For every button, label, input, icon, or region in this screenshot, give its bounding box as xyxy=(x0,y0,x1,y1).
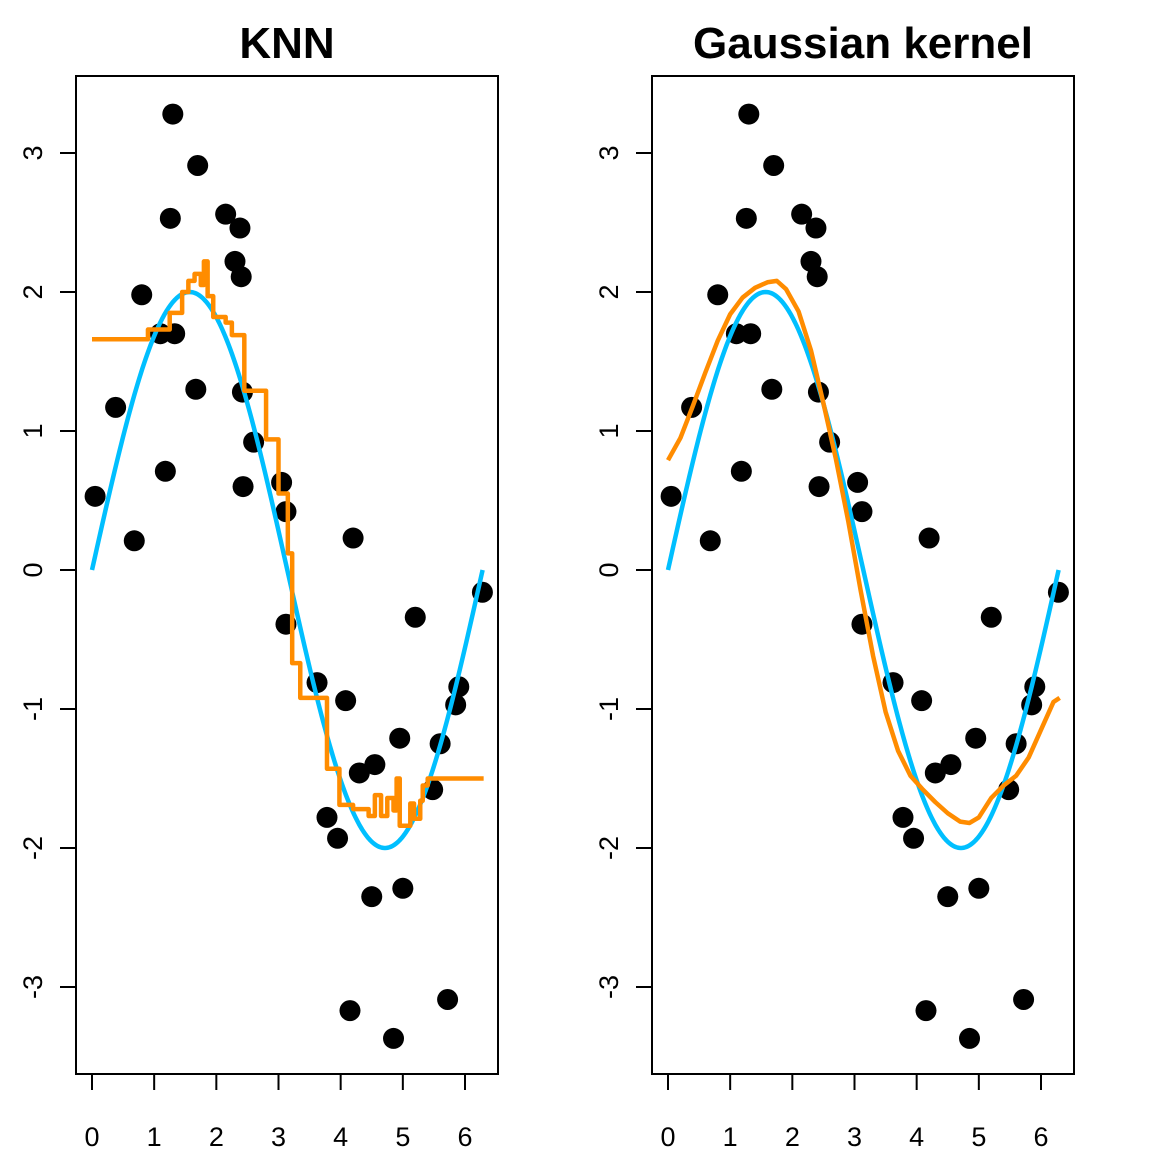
data-point xyxy=(437,989,459,1011)
x-tick-label: 2 xyxy=(209,1122,224,1152)
data-point xyxy=(364,754,386,776)
panel-title: KNN xyxy=(239,19,334,68)
x-tick-label: 3 xyxy=(847,1122,862,1152)
y-tick-label: -2 xyxy=(18,836,48,860)
panel-knn: KNN 0 1 2 3 4 5 6 -3 -2 -1 0 1 2 3 xyxy=(18,19,499,1152)
knn-fit-line xyxy=(92,259,484,829)
data-point xyxy=(937,886,959,908)
y-tick-label: -1 xyxy=(18,697,48,721)
x-tick-label: 1 xyxy=(147,1122,162,1152)
data-point xyxy=(924,762,946,784)
y-tick-label: 1 xyxy=(18,423,48,438)
data-point xyxy=(791,203,813,225)
data-point xyxy=(806,266,828,288)
y-tick-label: -3 xyxy=(18,975,48,999)
data-point xyxy=(342,527,364,549)
data-point xyxy=(229,217,251,239)
data-point xyxy=(105,396,127,418)
data-point xyxy=(348,762,370,784)
y-tick-label: -2 xyxy=(594,836,624,860)
data-point xyxy=(392,877,414,899)
kernel-fit-line xyxy=(666,278,1061,826)
data-point xyxy=(316,806,338,828)
y-tick-label: 1 xyxy=(594,423,624,438)
data-point xyxy=(707,284,729,306)
data-point xyxy=(185,378,207,400)
panel-title: Gaussian kernel xyxy=(693,19,1033,68)
x-tick-label: 2 xyxy=(785,1122,800,1152)
y-axis: -3 -2 -1 0 1 2 3 xyxy=(594,145,653,999)
x-tick-label: 4 xyxy=(909,1122,924,1152)
data-point xyxy=(162,103,184,125)
data-point xyxy=(959,1027,981,1049)
data-point xyxy=(761,378,783,400)
data-point xyxy=(327,827,349,849)
x-tick-label: 5 xyxy=(971,1122,986,1152)
data-point xyxy=(903,827,925,849)
data-point xyxy=(271,471,293,493)
data-point xyxy=(763,155,785,177)
data-point xyxy=(740,323,762,345)
data-point xyxy=(389,727,411,749)
y-tick-label: 3 xyxy=(594,145,624,160)
x-tick-label: 5 xyxy=(395,1122,410,1152)
data-point xyxy=(164,323,186,345)
x-tick-label: 4 xyxy=(333,1122,348,1152)
data-point xyxy=(808,476,830,498)
data-point xyxy=(335,690,357,712)
x-axis: 0 1 2 3 4 5 6 xyxy=(660,1073,1049,1152)
data-point xyxy=(339,1000,361,1022)
data-point xyxy=(892,806,914,828)
data-point xyxy=(805,217,827,239)
data-point xyxy=(84,485,106,507)
panel-gaussian-kernel: Gaussian kernel 0 1 2 3 4 5 6 -3 -2 -1 0 1 2 3 xyxy=(594,19,1075,1152)
x-tick-label: 0 xyxy=(660,1122,675,1152)
data-point xyxy=(911,690,933,712)
data-point xyxy=(404,606,426,628)
data-point xyxy=(968,877,990,899)
x-tick-label: 1 xyxy=(723,1122,738,1152)
data-point xyxy=(187,155,209,177)
data-point xyxy=(940,754,962,776)
data-point xyxy=(915,1000,937,1022)
data-point xyxy=(847,471,869,493)
data-point xyxy=(980,606,1002,628)
data-point xyxy=(131,284,153,306)
x-tick-label: 3 xyxy=(271,1122,286,1152)
data-point xyxy=(1013,989,1035,1011)
y-tick-label: 3 xyxy=(18,145,48,160)
y-tick-label: 0 xyxy=(594,562,624,577)
y-tick-label: -1 xyxy=(594,697,624,721)
x-tick-label: 0 xyxy=(84,1122,99,1152)
data-point xyxy=(699,530,721,552)
y-axis: -3 -2 -1 0 1 2 3 xyxy=(18,145,77,999)
data-point xyxy=(215,203,237,225)
data-point xyxy=(154,460,176,482)
data-point xyxy=(232,476,254,498)
y-tick-label: -3 xyxy=(594,975,624,999)
data-point xyxy=(123,530,145,552)
y-tick-label: 2 xyxy=(594,284,624,299)
true-function-line xyxy=(665,289,1061,851)
data-point xyxy=(230,266,252,288)
data-point xyxy=(660,485,682,507)
data-point xyxy=(965,727,987,749)
data-point xyxy=(735,207,757,229)
x-tick-label: 6 xyxy=(1033,1122,1048,1152)
x-tick-label: 6 xyxy=(457,1122,472,1152)
data-point xyxy=(738,103,760,125)
x-axis: 0 1 2 3 4 5 6 xyxy=(84,1073,473,1152)
data-point xyxy=(383,1027,405,1049)
data-point xyxy=(918,527,940,549)
data-point xyxy=(159,207,181,229)
data-point xyxy=(730,460,752,482)
data-point xyxy=(851,501,873,523)
y-tick-label: 2 xyxy=(18,284,48,299)
data-point xyxy=(361,886,383,908)
y-tick-label: 0 xyxy=(18,562,48,577)
true-function-line xyxy=(89,289,485,851)
